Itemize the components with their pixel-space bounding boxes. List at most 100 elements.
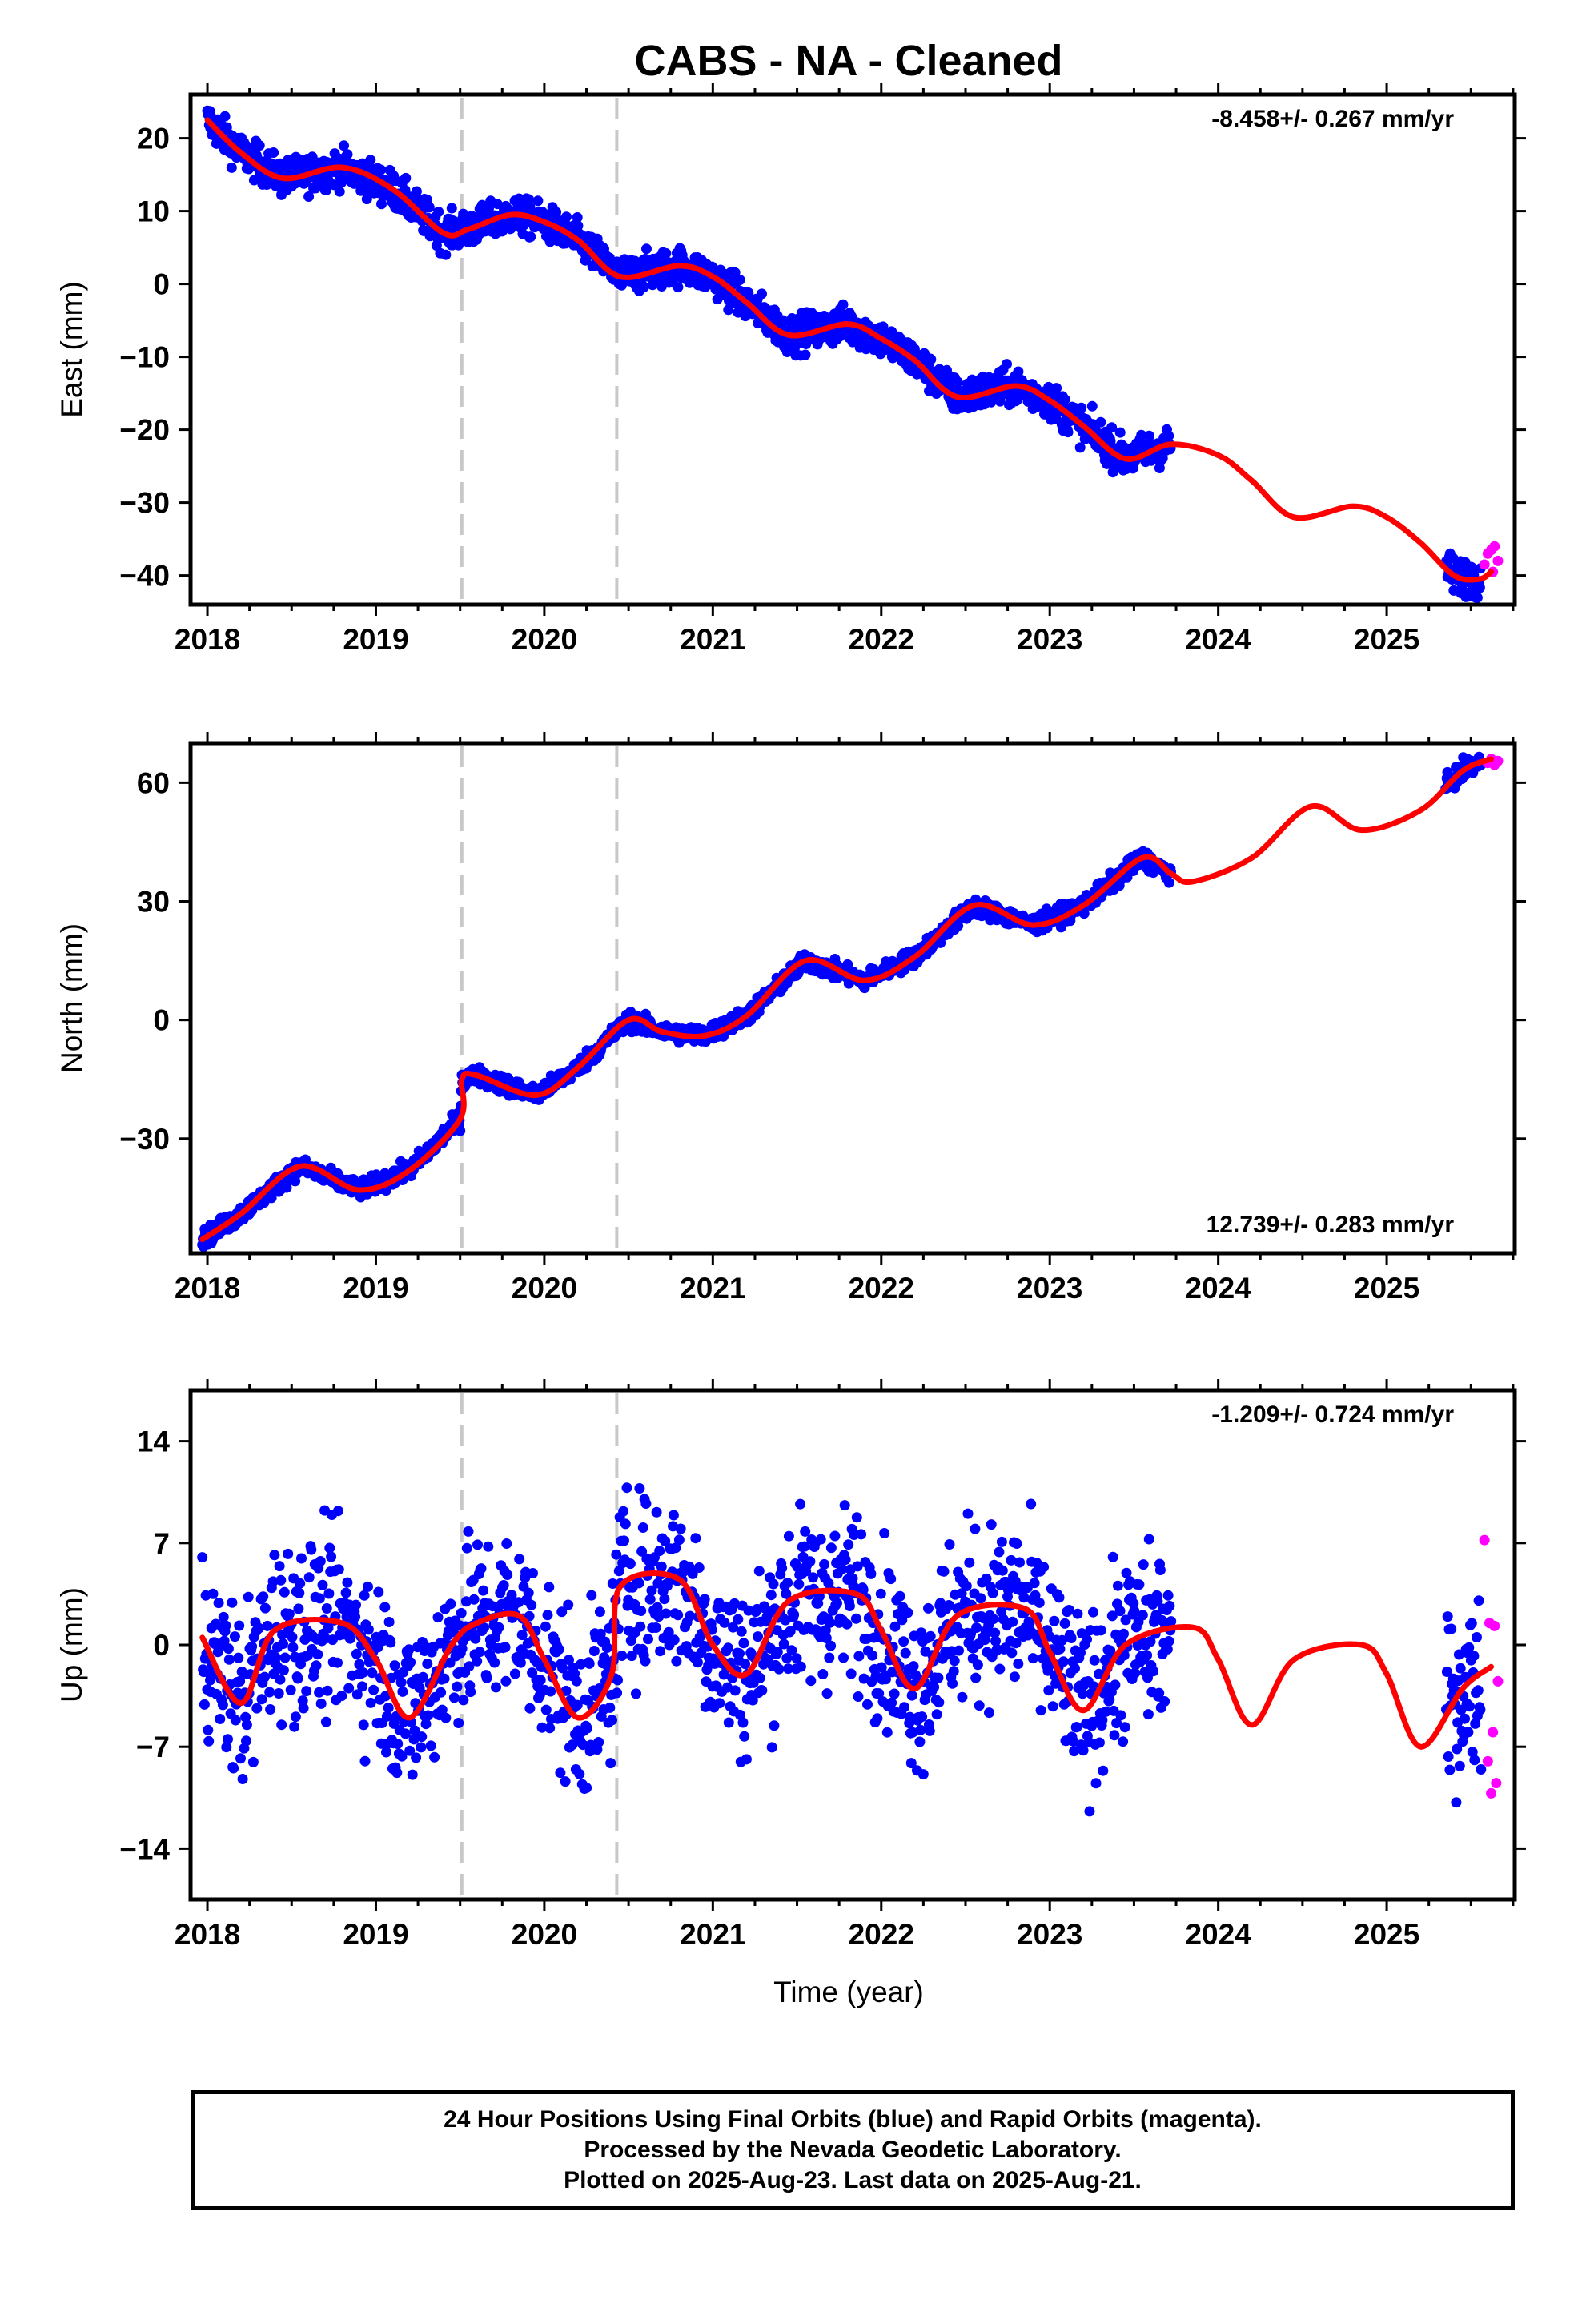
final-orbit-point [1109,1730,1120,1741]
final-orbit-point [1003,1582,1014,1594]
final-orbit-point [1163,1636,1174,1647]
final-orbit-point [1057,1634,1068,1646]
final-orbit-point [535,1675,546,1686]
final-orbit-point [613,1566,624,1577]
plot-frame [188,741,1517,1256]
final-orbit-point [336,1691,347,1702]
final-orbit-point [203,1735,215,1747]
x-tick-label: 2021 [680,1272,745,1305]
final-orbit-point [424,202,435,213]
final-orbit-point [1129,1606,1140,1616]
final-orbit-point [938,1566,950,1577]
final-orbit-point [269,1550,280,1561]
final-orbit-point [654,1546,665,1557]
final-orbit-point [1072,1608,1083,1619]
final-orbit-point [805,1675,817,1687]
final-orbit-point [924,1725,935,1736]
final-orbit-point [342,149,353,160]
final-orbit-point [981,1573,992,1584]
x-tick-label: 2018 [175,1272,240,1305]
final-orbit-point [659,1594,670,1605]
observations [202,105,1504,603]
final-orbit-point [340,1587,351,1598]
final-orbit-point [621,1482,632,1494]
final-orbit-point [673,282,684,293]
final-orbit-point [988,1614,999,1625]
final-orbit-point [931,1709,942,1720]
final-orbit-point [247,1641,258,1652]
final-orbit-point [461,1542,472,1554]
final-orbit-point [221,1742,232,1753]
final-orbit-point [917,1711,928,1723]
final-orbit-point [298,1703,309,1714]
final-orbit-point [223,1654,235,1665]
final-orbit-point [301,1686,312,1697]
final-orbit-point [624,1558,636,1570]
final-orbit-point [719,1617,730,1628]
final-orbit-point [317,1579,328,1590]
final-orbit-point [1136,429,1147,440]
final-orbit-point [961,1581,972,1591]
final-orbit-point [532,195,544,207]
final-orbit-point [199,1699,210,1710]
final-orbit-point [821,1688,833,1699]
final-orbit-point [693,1562,705,1573]
final-orbit-point [514,1554,525,1565]
final-orbit-point [259,1671,270,1683]
final-orbit-point [1134,1579,1145,1590]
final-orbit-point [1078,1745,1089,1756]
final-orbit-point [241,1719,252,1731]
final-orbit-point [1059,394,1070,405]
final-orbit-point [1466,561,1477,573]
y-tick-label: 60 [137,766,170,799]
final-orbit-point [964,1557,975,1568]
final-orbit-point [626,1651,637,1662]
final-orbit-point [1148,1666,1159,1677]
final-orbit-point [949,1655,960,1667]
final-orbit-point [1473,1595,1484,1606]
final-orbit-point [481,1672,492,1683]
rapid-orbit-point [1492,555,1504,566]
final-orbit-point [498,1580,509,1590]
final-orbit-point [652,1578,664,1589]
velocity-rate-label: 12.739+/- 0.283 mm/yr [1207,1212,1455,1238]
final-orbit-point [729,1685,741,1696]
final-orbit-point [1154,1687,1165,1699]
final-orbit-point [293,1603,304,1614]
final-orbit-point [1112,1580,1123,1591]
final-orbit-point [203,1724,214,1735]
final-orbit-point [306,1544,317,1555]
final-orbit-point [646,1585,657,1596]
final-orbit-point [1466,1618,1477,1629]
final-orbit-point [389,1660,400,1671]
final-orbit-point [404,1644,415,1655]
final-orbit-point [429,1751,440,1763]
final-orbit-point [400,172,412,183]
final-orbit-point [1137,1610,1148,1621]
final-orbit-point [553,1644,564,1655]
final-orbit-point [458,1695,469,1706]
final-orbit-point [381,1747,391,1758]
final-orbit-point [1038,1562,1050,1573]
final-orbit-point [266,1192,277,1204]
final-orbit-point [607,1715,617,1726]
final-orbit-point [470,1633,481,1644]
final-orbit-point [1463,1727,1474,1738]
final-orbit-point [571,1675,582,1687]
final-orbit-point [879,1528,890,1538]
final-orbit-point [821,1633,832,1644]
final-orbit-point [753,1631,763,1642]
x-tick-label: 2019 [343,623,408,656]
final-orbit-point [326,1551,337,1562]
final-orbit-point [275,1674,286,1685]
final-orbit-point [777,315,789,326]
final-orbit-point [877,321,889,332]
model-curve [199,1570,1494,1750]
final-orbit-point [1474,582,1485,593]
final-orbit-point [641,243,652,255]
final-orbit-point [365,155,376,166]
final-orbit-point [474,1647,485,1658]
final-orbit-point [1084,1806,1095,1817]
final-orbit-point [297,1695,308,1707]
